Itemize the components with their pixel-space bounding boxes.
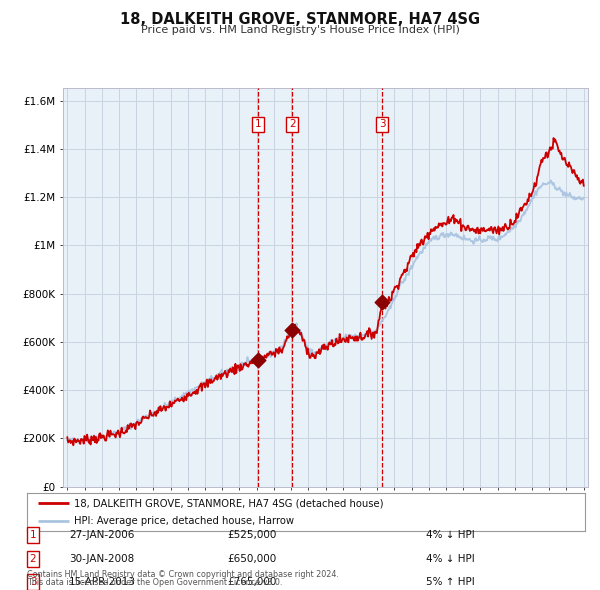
Text: 3: 3	[379, 119, 385, 129]
Text: This data is licensed under the Open Government Licence v3.0.: This data is licensed under the Open Gov…	[27, 578, 283, 587]
Text: 1: 1	[29, 530, 37, 540]
Text: 3: 3	[29, 578, 37, 587]
Text: HPI: Average price, detached house, Harrow: HPI: Average price, detached house, Harr…	[74, 516, 295, 526]
Text: 4% ↓ HPI: 4% ↓ HPI	[425, 530, 475, 540]
Text: 18, DALKEITH GROVE, STANMORE, HA7 4SG: 18, DALKEITH GROVE, STANMORE, HA7 4SG	[120, 12, 480, 27]
Text: £650,000: £650,000	[227, 554, 277, 563]
Point	[287, 325, 297, 335]
Text: £525,000: £525,000	[227, 530, 277, 540]
Text: 30-JAN-2008: 30-JAN-2008	[69, 554, 134, 563]
Text: £765,000: £765,000	[227, 578, 277, 587]
Text: Contains HM Land Registry data © Crown copyright and database right 2024.: Contains HM Land Registry data © Crown c…	[27, 571, 339, 579]
Text: 15-APR-2013: 15-APR-2013	[69, 578, 136, 587]
Text: 5% ↑ HPI: 5% ↑ HPI	[425, 578, 475, 587]
Text: 27-JAN-2006: 27-JAN-2006	[69, 530, 134, 540]
Text: 4% ↓ HPI: 4% ↓ HPI	[425, 554, 475, 563]
Text: 1: 1	[254, 119, 261, 129]
Text: 2: 2	[29, 554, 37, 563]
Point	[377, 297, 387, 307]
Text: 18, DALKEITH GROVE, STANMORE, HA7 4SG (detached house): 18, DALKEITH GROVE, STANMORE, HA7 4SG (d…	[74, 499, 384, 509]
Text: 2: 2	[289, 119, 296, 129]
Text: Price paid vs. HM Land Registry's House Price Index (HPI): Price paid vs. HM Land Registry's House …	[140, 25, 460, 35]
Point	[253, 355, 263, 365]
